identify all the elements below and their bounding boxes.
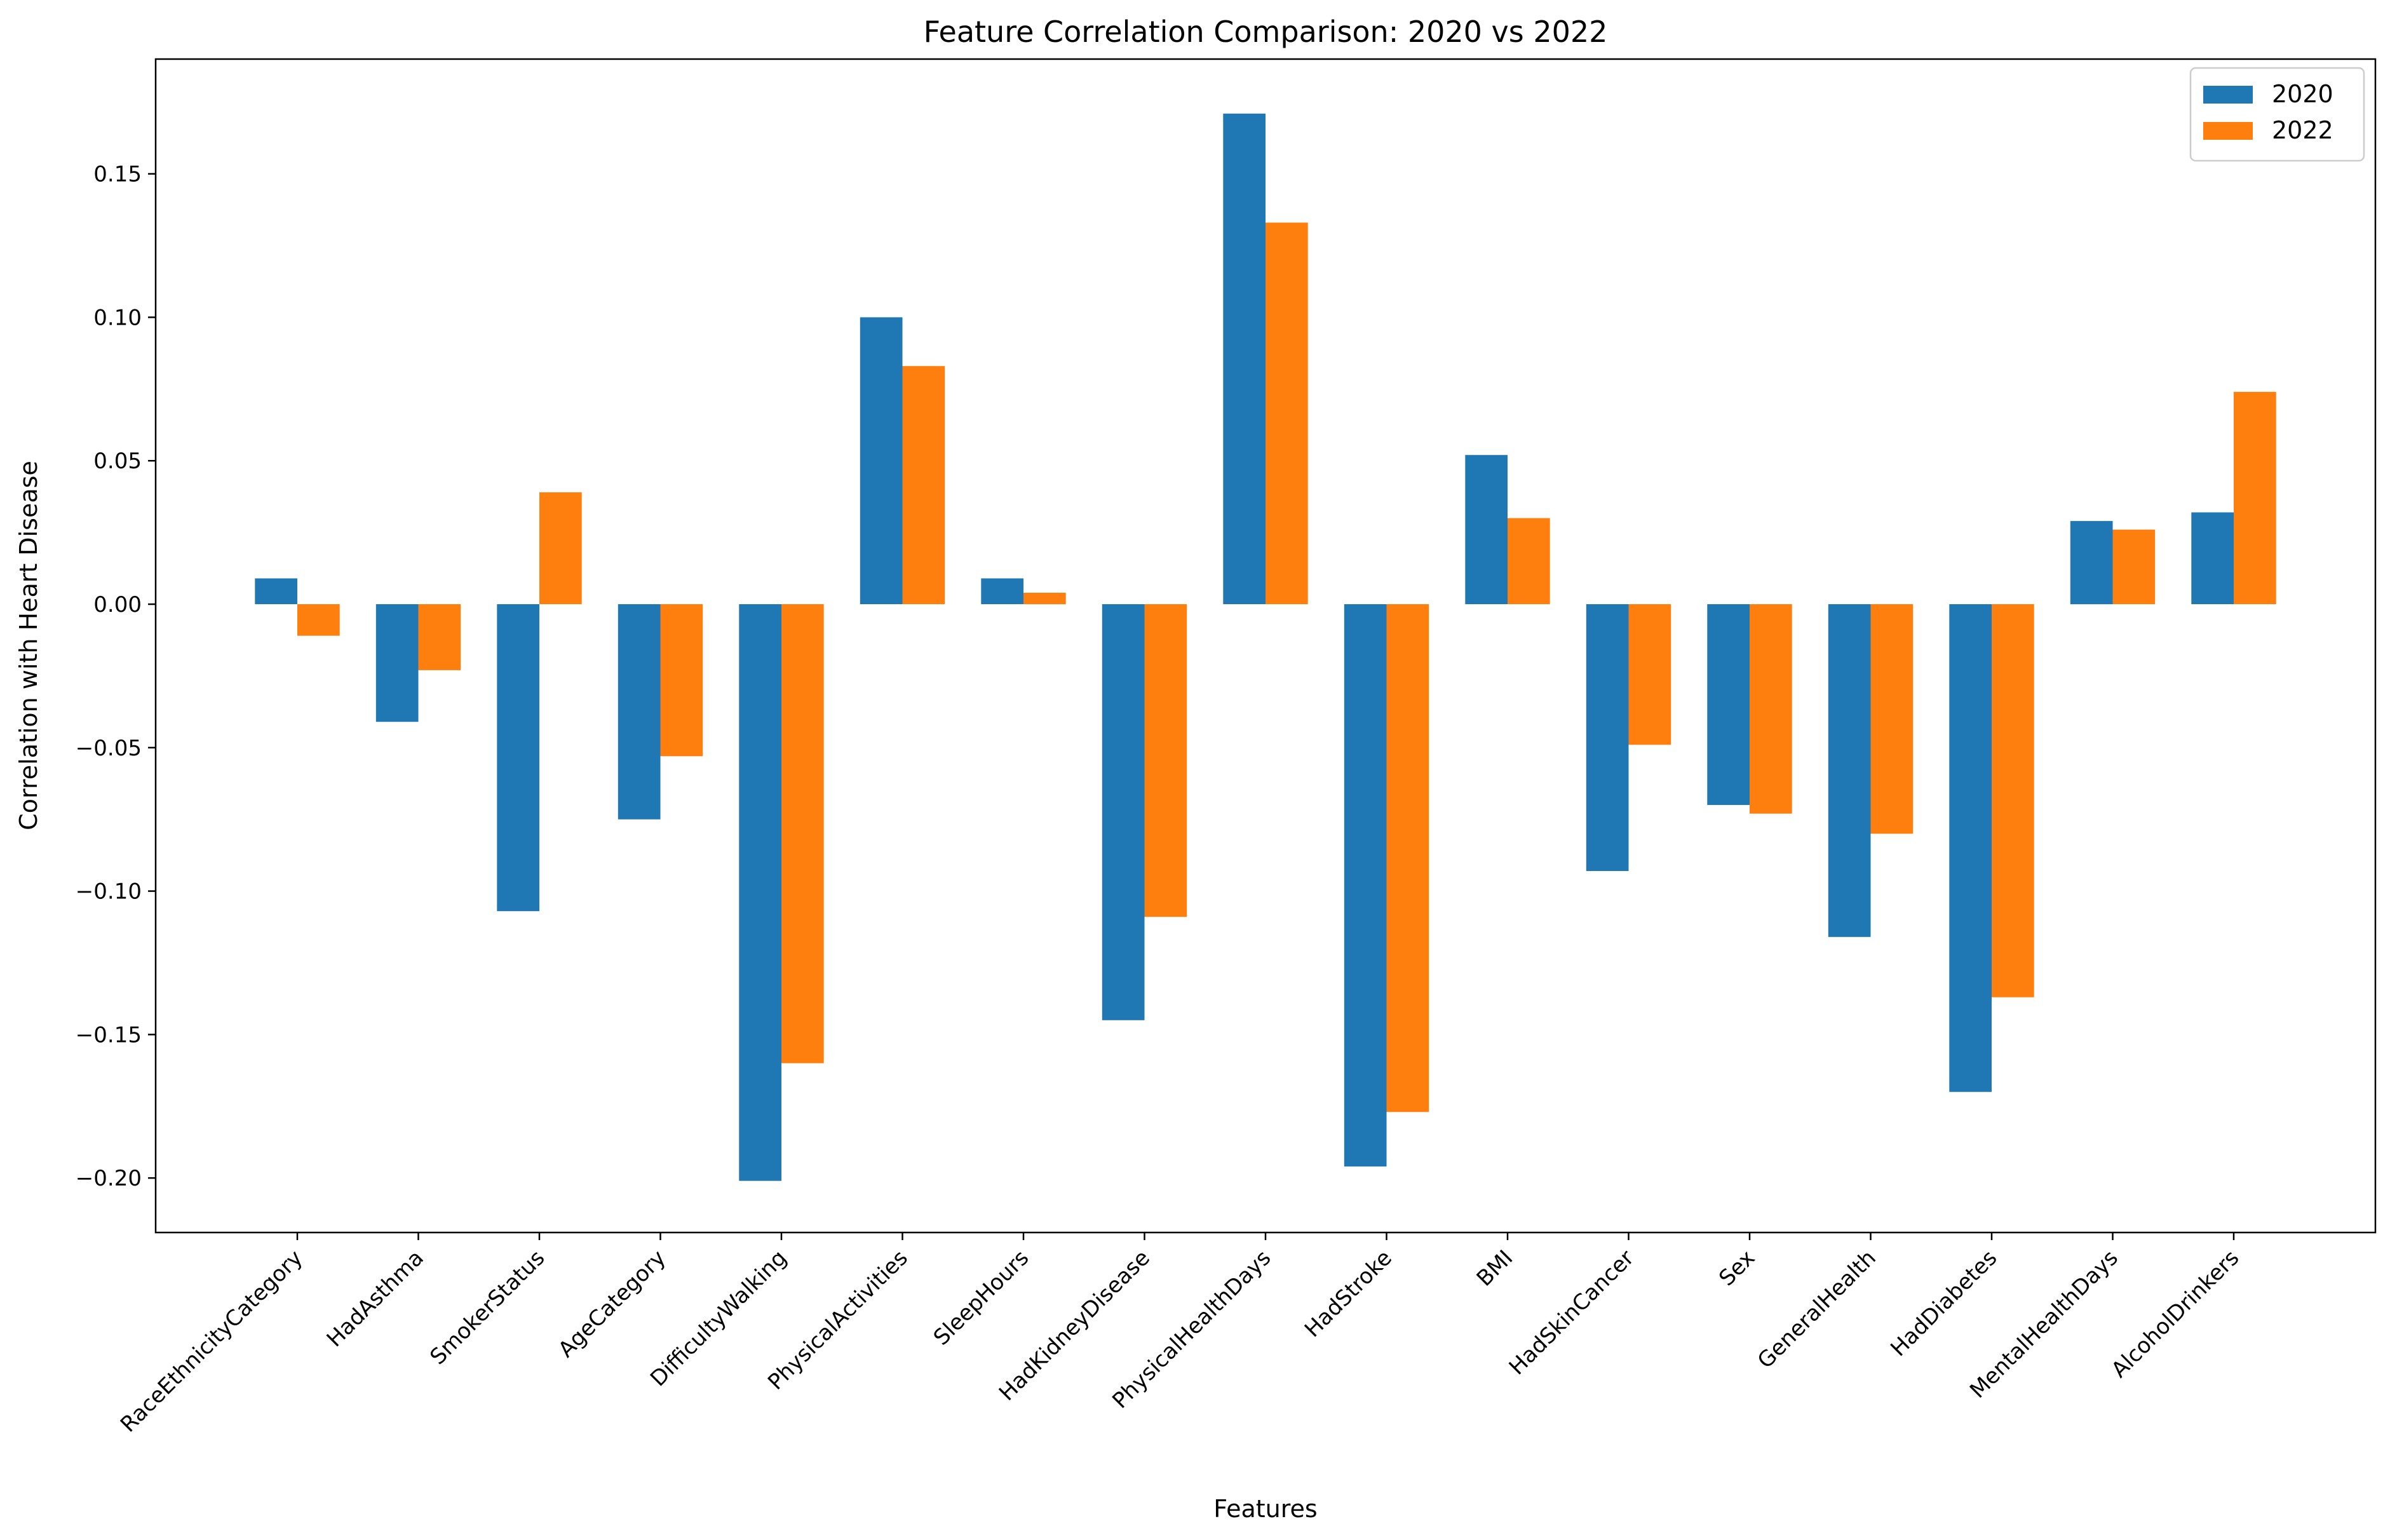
bar-2020-HadKidneyDisease: [1102, 604, 1145, 1020]
bar-2020-Sex: [1707, 604, 1750, 806]
bar-2020-RaceEthnicityCategory: [255, 578, 297, 604]
bar-2020-PhysicalHealthDays: [1223, 113, 1266, 605]
bar-2022-PhysicalActivities: [902, 366, 945, 604]
bar-2020-HadAsthma: [375, 604, 419, 722]
bar-2022-DifficultyWalking: [781, 604, 824, 1064]
bar-2022-Sex: [1750, 604, 1792, 814]
bar-2022-AlcoholDrinkers: [2234, 391, 2276, 604]
y-tick-label: −0.15: [76, 1022, 142, 1048]
y-tick-label: 0.15: [93, 162, 142, 187]
chart-title: Feature Correlation Comparison: 2020 vs …: [924, 15, 1608, 49]
y-axis: −0.20 −0.15 −0.10 −0.05 0.00 0.05 0.10 0.15: [76, 162, 156, 1191]
bar-2020-SleepHours: [981, 578, 1023, 604]
y-tick-label: −0.10: [76, 879, 142, 905]
plot-area-frame: [154, 58, 2377, 1234]
bar-2022-MentalHealthDays: [2112, 529, 2156, 604]
bar-2020-AgeCategory: [618, 604, 661, 820]
bar-2022-HadDiabetes: [1992, 604, 2034, 997]
x-tick-label: GeneralHealth: [1753, 1245, 1881, 1374]
bar-2020-BMI: [1465, 455, 1508, 604]
bar-2020-MentalHealthDays: [2070, 521, 2113, 605]
x-tick-label: AgeCategory: [553, 1245, 671, 1363]
bar-2020-HadStroke: [1344, 604, 1387, 1167]
x-tick-label: Sex: [1714, 1245, 1760, 1291]
x-tick-label: RaceEthnicityCategory: [116, 1245, 307, 1437]
bar-2022-HadAsthma: [418, 604, 461, 670]
y-tick-label: 0.05: [93, 449, 142, 474]
bar-2020-PhysicalActivities: [860, 317, 903, 604]
bar-2020-AlcoholDrinkers: [2191, 512, 2234, 604]
bar-2022-HadSkinCancer: [1628, 604, 1671, 745]
bar-2022-PhysicalHealthDays: [1266, 222, 1308, 604]
bar-2022-SleepHours: [1023, 593, 1066, 605]
y-tick-label: 0.10: [93, 305, 142, 330]
bars-group: [255, 113, 2276, 1181]
x-tick-label: BMI: [1472, 1245, 1518, 1292]
bar-2020-SmokerStatus: [497, 604, 539, 912]
bar-2022-BMI: [1508, 518, 1550, 604]
legend-swatch-2022: [2203, 122, 2253, 140]
bar-2020-DifficultyWalking: [739, 604, 781, 1181]
bar-2022-SmokerStatus: [539, 492, 582, 604]
x-axis: RaceEthnicityCategory HadAsthmaSmokerStat…: [116, 1233, 2244, 1437]
bar-2022-AgeCategory: [660, 604, 703, 757]
x-tick-label: HadAsthma: [322, 1245, 429, 1352]
x-tick-label: AlcoholDrinkers: [2107, 1245, 2245, 1383]
legend: 2020 2022: [2189, 67, 2365, 162]
x-tick-label: SmokerStatus: [425, 1245, 550, 1370]
legend-label-2022: 2022: [2272, 116, 2333, 144]
y-tick-label: −0.20: [76, 1166, 142, 1191]
bar-2022-HadStroke: [1386, 604, 1429, 1112]
bar-2022-GeneralHealth: [1870, 604, 1914, 834]
y-axis-title: Correlation with Heart Disease: [15, 461, 43, 830]
x-axis-title: Features: [1213, 1495, 1317, 1523]
bar-2022-HadKidneyDisease: [1144, 604, 1187, 917]
legend-label-2020: 2020: [2272, 80, 2333, 108]
bar-2020-HadDiabetes: [1949, 604, 1992, 1092]
legend-swatch-2020: [2203, 86, 2253, 104]
x-tick-label: HadDiabetes: [1886, 1245, 2002, 1361]
x-tick-label: HadStroke: [1300, 1245, 1397, 1342]
bar-2020-HadSkinCancer: [1586, 604, 1629, 871]
x-tick-label: SleepHours: [929, 1245, 1034, 1351]
y-tick-label: −0.05: [76, 736, 142, 761]
bar-2022-RaceEthnicityCategory: [297, 604, 340, 636]
bar-2020-GeneralHealth: [1828, 604, 1871, 937]
x-tick-label: HadSkinCancer: [1504, 1245, 1639, 1380]
y-tick-label: 0.00: [93, 592, 142, 618]
